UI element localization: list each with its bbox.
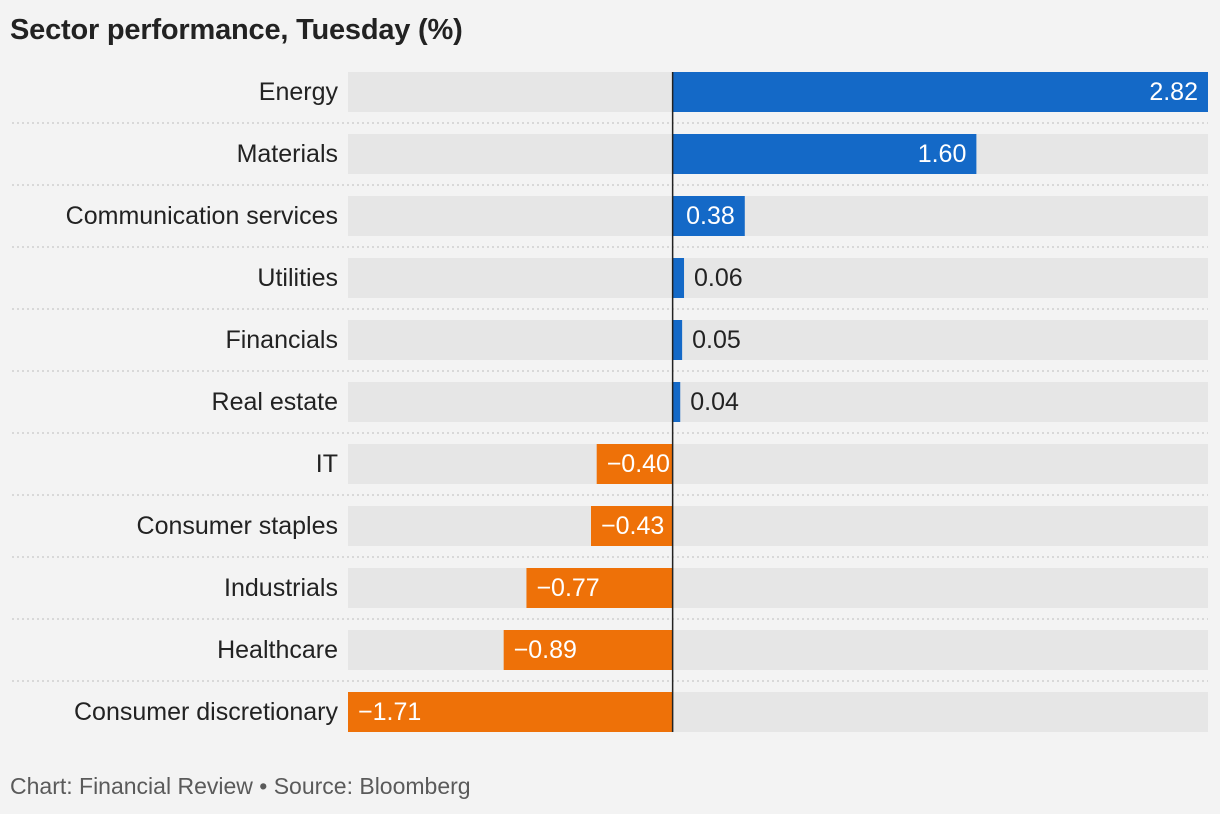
value-label: 0.05 xyxy=(692,326,741,354)
data-bar xyxy=(526,568,673,608)
value-label: 0.06 xyxy=(694,264,743,292)
bar-track xyxy=(348,506,1208,546)
value-label: −0.89 xyxy=(514,636,577,664)
data-bar xyxy=(591,506,673,546)
bar-track xyxy=(348,444,1208,484)
bar-track xyxy=(348,196,1208,236)
data-bar xyxy=(672,134,977,174)
chart-source-footer: Chart: Financial Review • Source: Bloomb… xyxy=(10,773,471,799)
category-label: Materials xyxy=(237,140,338,168)
value-label: 1.60 xyxy=(918,140,967,168)
data-bar xyxy=(672,382,681,422)
value-label: 0.38 xyxy=(686,202,735,230)
category-label: Healthcare xyxy=(217,636,338,664)
category-label: Consumer staples xyxy=(137,512,338,540)
category-label: Industrials xyxy=(224,574,338,602)
category-label: Energy xyxy=(259,78,339,106)
data-bar xyxy=(672,72,1208,112)
data-bar xyxy=(596,444,673,484)
category-label: Utilities xyxy=(257,264,338,292)
data-bar xyxy=(672,196,745,236)
bar-track xyxy=(348,630,1208,670)
value-label: −0.77 xyxy=(536,574,599,602)
data-bar xyxy=(348,692,673,732)
data-bar xyxy=(503,630,673,670)
category-label: IT xyxy=(316,450,338,478)
value-label: −0.43 xyxy=(601,512,664,540)
chart-title: Sector performance, Tuesday (%) xyxy=(10,14,463,46)
bar-track xyxy=(348,382,1208,422)
data-bar xyxy=(672,258,685,298)
category-label: Real estate xyxy=(212,388,338,416)
bar-track xyxy=(348,258,1208,298)
value-label: 0.04 xyxy=(690,388,739,416)
value-label: −1.71 xyxy=(358,698,421,726)
value-label: −0.40 xyxy=(607,450,670,478)
category-label: Communication services xyxy=(66,202,338,230)
bar-track xyxy=(348,320,1208,360)
category-label: Financials xyxy=(225,326,338,354)
category-label: Consumer discretionary xyxy=(74,698,338,726)
bar-track xyxy=(348,568,1208,608)
value-label: 2.82 xyxy=(1149,78,1198,106)
data-bar xyxy=(672,320,683,360)
